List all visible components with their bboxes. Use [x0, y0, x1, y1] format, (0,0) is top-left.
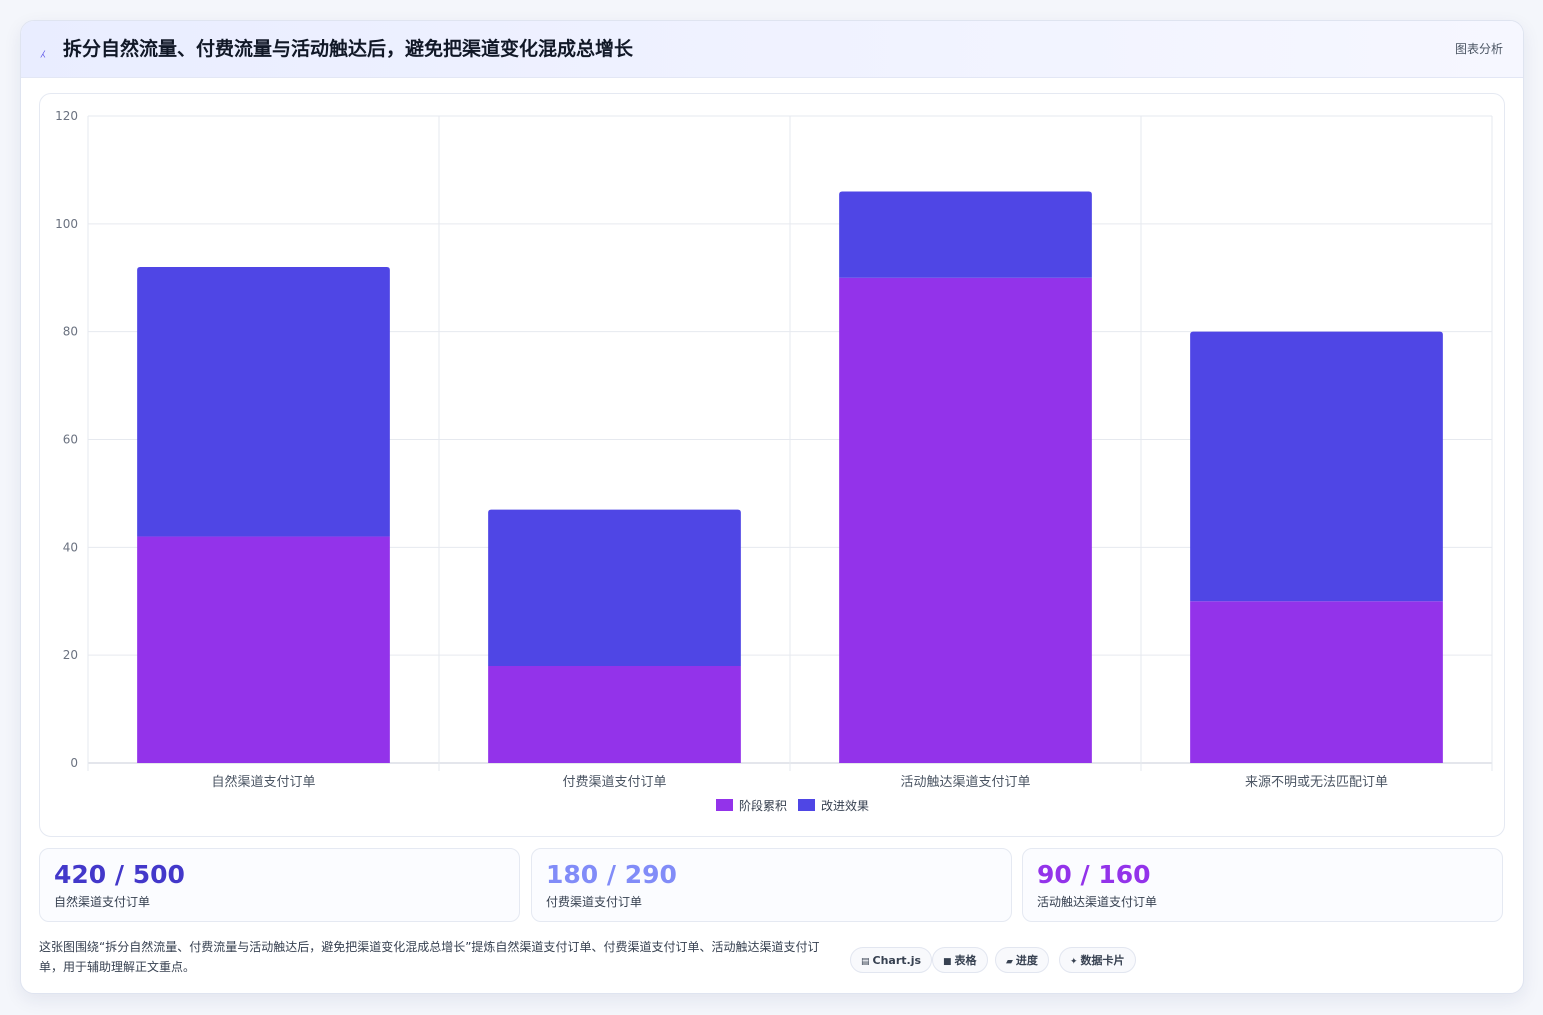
legend-swatch	[798, 799, 815, 811]
chip-chartjs[interactable]: ▤ Chart.js	[850, 947, 933, 973]
bar-segment-stage	[1190, 601, 1443, 763]
legend-label: 改进效果	[821, 798, 869, 813]
bar-segment-stage	[839, 277, 1092, 763]
page-title: 拆分自然流量、付费流量与活动触达后，避免把渠道变化混成总增长	[63, 38, 634, 60]
chip-table[interactable]: ■ 表格	[932, 947, 988, 973]
stat-card-paid: 180 / 290 付费渠道支付订单	[531, 848, 1012, 922]
x-tick-label: 来源不明或无法匹配订单	[1245, 775, 1388, 790]
y-tick-label: 0	[70, 756, 78, 770]
sparkle-icon: ✦	[1070, 957, 1078, 967]
trend-line-icon: ⁁	[41, 40, 45, 58]
chart-description: 这张图围绕“拆分自然流量、付费流量与活动触达后，避免把渠道变化混成总增长”提炼自…	[39, 940, 820, 974]
chip-progress[interactable]: ▰ 进度	[995, 947, 1049, 973]
table-icon: ■	[943, 957, 952, 967]
bar-segment-improve	[1190, 331, 1443, 602]
stat-label: 活动触达渠道支付订单	[1037, 895, 1158, 909]
stat-value: 420 / 500	[54, 860, 185, 889]
x-tick-label: 活动触达渠道支付订单	[900, 775, 1030, 790]
bar-segment-improve	[488, 509, 741, 666]
progress-icon: ▰	[1006, 957, 1013, 967]
y-tick-label: 100	[55, 217, 78, 231]
stat-value: 180 / 290	[546, 860, 677, 889]
chip-label: 表格	[954, 954, 977, 967]
chip-label: 进度	[1015, 954, 1038, 967]
bar-segment-stage	[137, 536, 390, 763]
stat-value: 90 / 160	[1037, 860, 1151, 889]
header-tag: 图表分析	[1454, 42, 1503, 56]
legend-swatch	[716, 799, 733, 811]
bar-segment-stage	[488, 665, 741, 763]
chip-data-card[interactable]: ✦ 数据卡片	[1059, 947, 1136, 973]
chart-icon: ▤	[861, 957, 870, 967]
x-tick-label: 付费渠道支付订单	[562, 775, 666, 790]
stat-card-campaign: 90 / 160 活动触达渠道支付订单	[1022, 848, 1503, 922]
legend-label: 阶段累积	[739, 798, 787, 813]
stat-label: 付费渠道支付订单	[546, 895, 643, 909]
stat-card-natural: 420 / 500 自然渠道支付订单	[39, 848, 520, 922]
chip-label: 数据卡片	[1080, 954, 1125, 967]
bar-segment-improve	[137, 266, 390, 537]
chart-panel: 0 20 40 60 80 100 120 自然渠道支付订单 付费渠道支付订单 活动触达渠道支付订…	[39, 93, 1505, 837]
stat-label: 自然渠道支付订单	[54, 895, 151, 909]
y-tick-label: 20	[63, 648, 78, 662]
y-tick-label: 120	[55, 109, 78, 123]
y-tick-label: 80	[63, 325, 78, 339]
bar-segment-improve	[839, 191, 1092, 278]
y-tick-label: 60	[63, 433, 78, 447]
chip-label: Chart.js	[872, 954, 922, 967]
card-header: ⁁ 拆分自然流量、付费流量与活动触达后，避免把渠道变化混成总增长 图表分析	[21, 21, 1523, 78]
y-tick-label: 40	[63, 540, 78, 554]
x-tick-label: 自然渠道支付订单	[211, 774, 315, 790]
chart-card: ⁁ 拆分自然流量、付费流量与活动触达后，避免把渠道变化混成总增长 图表分析 0 2…	[20, 20, 1524, 994]
stacked-bar-chart: 0 20 40 60 80 100 120 自然渠道支付订单 付费渠道支付订单 活动触达渠道支付订…	[55, 109, 1493, 813]
